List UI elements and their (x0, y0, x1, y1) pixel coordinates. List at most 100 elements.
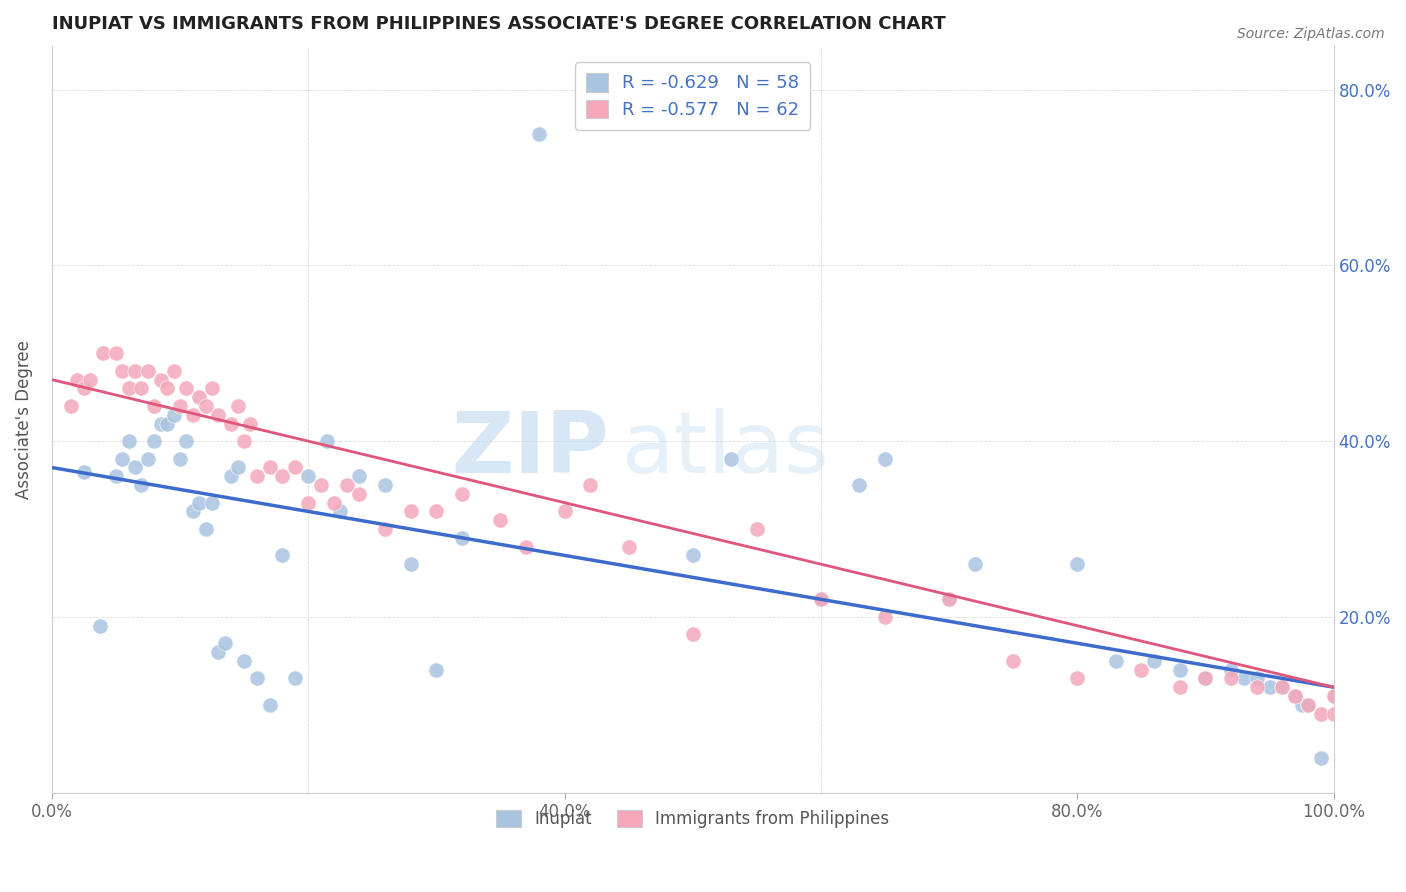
Point (848, 478, 870, 492)
Legend: Inupiat, Immigrants from Philippines: Inupiat, Immigrants from Philippines (488, 802, 898, 837)
Point (181, 504, 204, 518)
Point (219, 417, 242, 431)
Point (810, 592, 832, 607)
Point (118, 381, 141, 395)
Point (188, 496, 211, 510)
Point (515, 540, 537, 554)
Point (1291, 698, 1313, 712)
Point (246, 469, 269, 483)
Point (1284, 689, 1306, 703)
Point (104, 346, 127, 360)
Point (1194, 672, 1216, 686)
Point (1323, 689, 1346, 703)
Point (425, 663, 447, 677)
Point (425, 504, 447, 518)
Point (1309, 706, 1331, 721)
Point (143, 399, 166, 413)
Point (136, 451, 159, 466)
Point (1002, 654, 1025, 668)
Point (720, 451, 742, 466)
Point (1296, 698, 1319, 712)
Point (149, 373, 172, 387)
Point (181, 408, 204, 422)
Point (162, 408, 184, 422)
Point (207, 645, 229, 659)
Point (176, 434, 198, 449)
Point (233, 434, 256, 449)
Point (1168, 680, 1191, 694)
Point (1220, 663, 1243, 677)
Point (1271, 680, 1294, 694)
Point (938, 592, 960, 607)
Point (938, 592, 960, 607)
Point (214, 636, 236, 650)
Point (207, 408, 229, 422)
Text: INUPIAT VS IMMIGRANTS FROM PHILIPPINES ASSOCIATE'S DEGREE CORRELATION CHART: INUPIAT VS IMMIGRANTS FROM PHILIPPINES A… (52, 15, 945, 33)
Point (322, 496, 344, 510)
Point (89, 618, 111, 632)
Point (617, 540, 640, 554)
Point (284, 460, 307, 475)
Text: atlas: atlas (623, 408, 830, 491)
Point (374, 522, 396, 536)
Point (124, 364, 146, 378)
Point (91, 346, 114, 360)
Point (66, 373, 89, 387)
Point (111, 364, 134, 378)
Point (233, 654, 256, 668)
Point (297, 496, 319, 510)
Point (963, 557, 986, 571)
Point (131, 381, 153, 395)
Point (73, 381, 96, 395)
Point (259, 460, 281, 475)
Point (156, 381, 179, 395)
Point (59, 399, 82, 413)
Point (1246, 680, 1268, 694)
Point (143, 434, 166, 449)
Point (309, 478, 332, 492)
Point (316, 434, 339, 449)
Point (682, 549, 704, 563)
Point (1143, 654, 1166, 668)
Point (873, 451, 896, 466)
Point (271, 469, 294, 483)
Point (73, 465, 96, 479)
Point (1233, 672, 1256, 686)
Point (579, 478, 602, 492)
Point (1220, 672, 1243, 686)
Point (399, 504, 422, 518)
Point (111, 451, 134, 466)
Point (194, 399, 217, 413)
Point (810, 592, 832, 607)
Point (156, 417, 179, 431)
Point (1271, 680, 1294, 694)
Point (1323, 706, 1346, 721)
Point (226, 460, 249, 475)
Point (169, 451, 191, 466)
Point (226, 399, 249, 413)
Point (201, 381, 224, 395)
Point (1258, 680, 1281, 694)
Point (489, 513, 512, 527)
Point (1246, 672, 1268, 686)
Point (246, 672, 269, 686)
Point (124, 460, 146, 475)
Point (271, 549, 294, 563)
Point (188, 390, 211, 404)
Point (682, 627, 704, 641)
Point (176, 381, 198, 395)
Point (194, 522, 217, 536)
Point (131, 478, 153, 492)
Point (201, 496, 224, 510)
Point (745, 522, 768, 536)
Point (136, 364, 159, 378)
Point (1105, 654, 1128, 668)
Point (118, 434, 141, 449)
Point (1194, 672, 1216, 686)
Point (239, 417, 262, 431)
Y-axis label: Associate's Degree: Associate's Degree (15, 340, 32, 499)
Point (104, 469, 127, 483)
Point (259, 698, 281, 712)
Point (79, 373, 101, 387)
Point (349, 487, 371, 501)
